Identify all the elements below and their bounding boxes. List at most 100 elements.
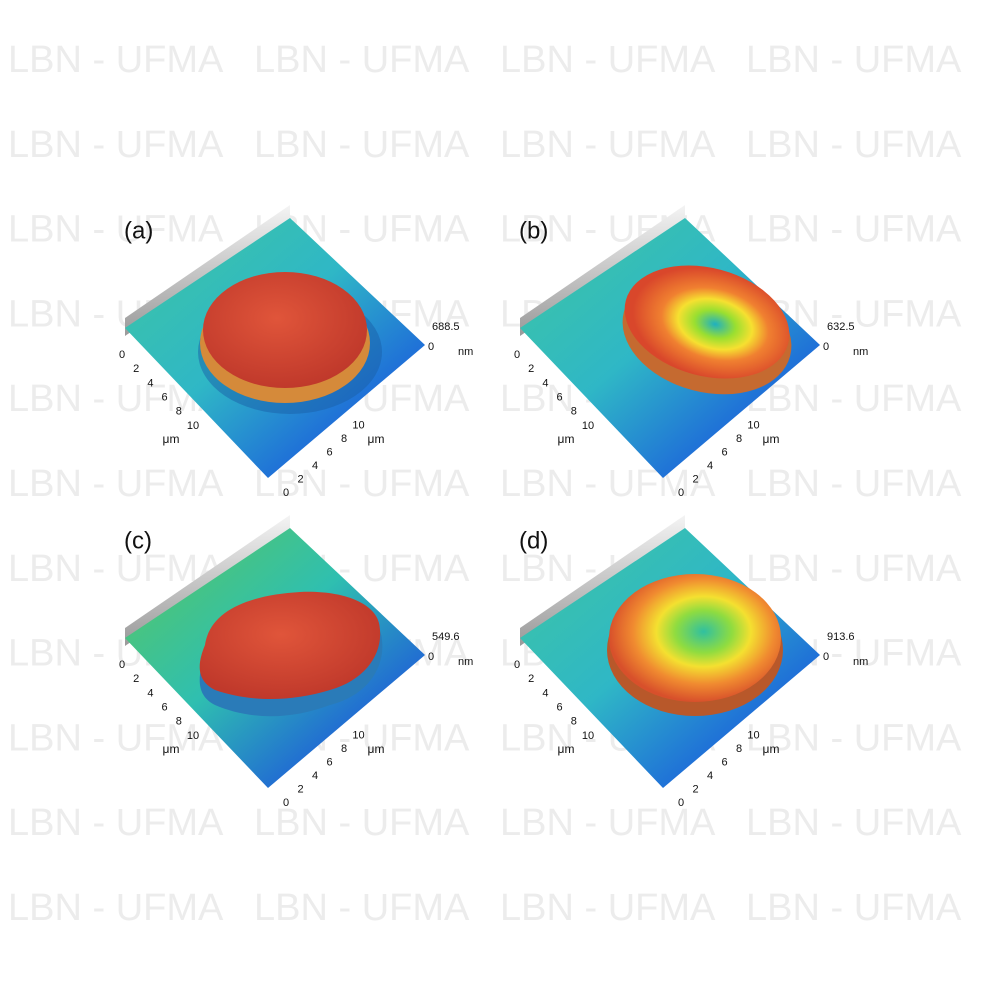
x-tick-label: 10 <box>187 730 199 742</box>
x-tick-label: 4 <box>542 687 548 699</box>
x-tick-label: 2 <box>133 363 139 375</box>
x-tick-label: 2 <box>528 673 534 685</box>
watermark-text: LBN - UFMA <box>746 378 962 420</box>
y-tick-label: 10 <box>747 729 759 741</box>
y-tick-label: 8 <box>736 743 742 755</box>
x-tick-label: 6 <box>162 392 168 404</box>
watermark-text: LBN - UFMA <box>746 887 962 929</box>
y-axis-label: μm <box>368 432 385 446</box>
y-tick-label: 6 <box>326 756 332 768</box>
y-tick-label: 6 <box>721 446 727 458</box>
panel-label: (c) <box>124 527 152 554</box>
watermark-text: LBN - UFMA <box>254 124 470 166</box>
watermark-text: LBN - UFMA <box>8 717 224 759</box>
y-tick-label: 8 <box>341 433 347 445</box>
z-min-label: 0 <box>823 341 829 353</box>
x-tick-label: 0 <box>119 349 125 361</box>
x-tick-label: 8 <box>176 406 182 418</box>
watermark-text: LBN - UFMA <box>254 463 470 505</box>
x-tick-label: 6 <box>557 702 563 714</box>
y-tick-label: 10 <box>352 419 364 431</box>
x-axis-label: μm <box>558 432 575 446</box>
watermark-text: LBN - UFMA <box>746 124 962 166</box>
x-tick-label: 0 <box>514 349 520 361</box>
y-tick-label: 4 <box>312 770 318 782</box>
watermark-text: LBN - UFMA <box>746 717 962 759</box>
x-tick-label: 10 <box>187 420 199 432</box>
x-axis-label: μm <box>163 742 180 756</box>
watermark-text: LBN - UFMA <box>500 463 716 505</box>
watermark-text: LBN - UFMA <box>254 802 470 844</box>
x-tick-label: 10 <box>582 420 594 432</box>
watermark-text: LBN - UFMA <box>8 548 224 590</box>
watermark-text: LBN - UFMA <box>8 887 224 929</box>
x-tick-label: 0 <box>514 659 520 671</box>
y-axis-label: μm <box>368 742 385 756</box>
y-tick-label: 0 <box>678 797 684 809</box>
y-tick-label: 0 <box>283 797 289 809</box>
x-tick-label: 4 <box>542 377 548 389</box>
y-tick-label: 8 <box>341 743 347 755</box>
watermark-text: LBN - UFMA <box>746 209 962 251</box>
x-tick-label: 6 <box>557 392 563 404</box>
x-tick-label: 4 <box>147 377 153 389</box>
watermark-text: LBN - UFMA <box>8 39 224 81</box>
watermark-text: LBN - UFMA <box>500 802 716 844</box>
y-tick-label: 2 <box>692 783 698 795</box>
watermark-text: LBN - UFMA <box>8 802 224 844</box>
feature-top <box>624 265 790 379</box>
watermark-text: LBN - UFMA <box>8 463 224 505</box>
x-tick-label: 4 <box>147 687 153 699</box>
watermark-text: LBN - UFMA <box>254 39 470 81</box>
y-axis-label: μm <box>763 742 780 756</box>
z-min-label: 0 <box>823 651 829 663</box>
panel-label: (d) <box>519 527 548 554</box>
watermark-text: LBN - UFMA <box>746 463 962 505</box>
watermark-layer: LBN - UFMA LBN - UFMA LBN - UFMA LBN - UFMA… <box>8 39 962 929</box>
y-tick-label: 10 <box>352 729 364 741</box>
y-tick-label: 8 <box>736 433 742 445</box>
y-tick-label: 6 <box>721 756 727 768</box>
x-tick-label: 6 <box>162 702 168 714</box>
x-tick-label: 2 <box>133 673 139 685</box>
y-tick-label: 4 <box>707 460 713 472</box>
x-tick-label: 0 <box>119 659 125 671</box>
z-unit-label: nm <box>458 346 473 358</box>
watermark-text: LBN - UFMA <box>746 548 962 590</box>
panel-label: (b) <box>519 217 548 244</box>
z-unit-label: nm <box>853 656 868 668</box>
z-unit-label: nm <box>458 656 473 668</box>
panel-label: (a) <box>124 217 153 244</box>
watermark-text: LBN - UFMA <box>746 39 962 81</box>
x-tick-label: 10 <box>582 730 594 742</box>
z-max-label: 688.5 <box>432 321 460 333</box>
z-max-label: 632.5 <box>827 321 855 333</box>
x-axis-label: μm <box>558 742 575 756</box>
y-tick-label: 2 <box>692 473 698 485</box>
y-tick-label: 10 <box>747 419 759 431</box>
x-tick-label: 2 <box>528 363 534 375</box>
watermark-text: LBN - UFMA <box>254 887 470 929</box>
watermark-text: LBN - UFMA <box>500 124 716 166</box>
x-tick-label: 8 <box>571 406 577 418</box>
x-tick-label: 8 <box>571 716 577 728</box>
watermark-text: LBN - UFMA <box>8 124 224 166</box>
y-tick-label: 2 <box>297 473 303 485</box>
y-tick-label: 2 <box>297 783 303 795</box>
watermark-text: LBN - UFMA <box>500 39 716 81</box>
y-tick-label: 0 <box>283 487 289 499</box>
y-axis-label: μm <box>763 432 780 446</box>
y-tick-label: 4 <box>707 770 713 782</box>
feature-top <box>609 574 781 702</box>
x-tick-label: 8 <box>176 716 182 728</box>
feature-top <box>203 272 367 388</box>
y-tick-label: 0 <box>678 487 684 499</box>
x-axis-label: μm <box>163 432 180 446</box>
z-min-label: 0 <box>428 341 434 353</box>
y-tick-label: 6 <box>326 446 332 458</box>
